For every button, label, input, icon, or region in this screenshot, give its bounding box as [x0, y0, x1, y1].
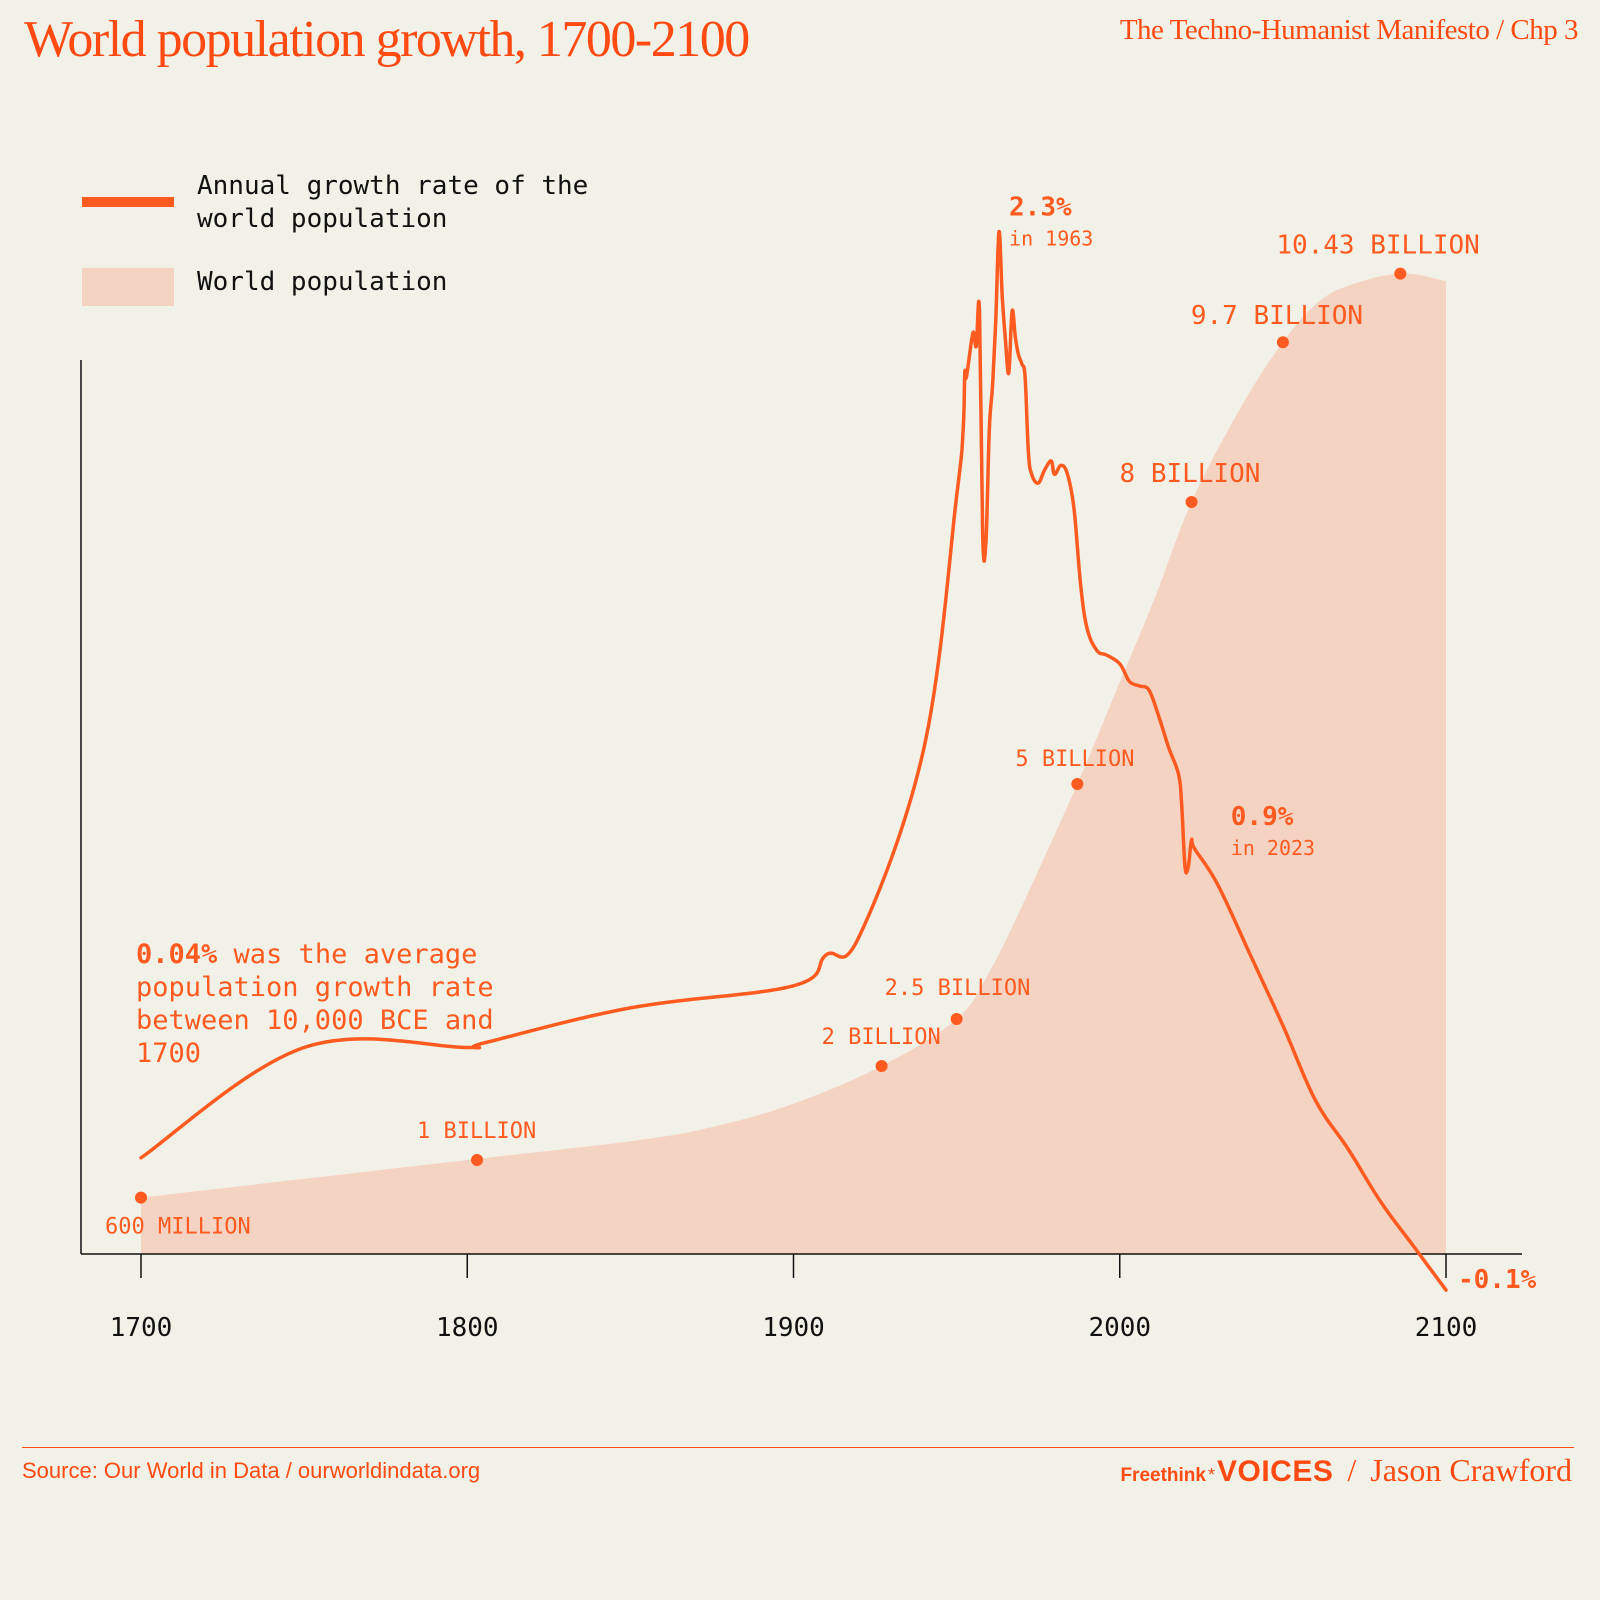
population-annotation-label: 9.7 BILLION	[1191, 301, 1363, 331]
source-credit: Source: Our World in Data / ourworldinda…	[22, 1458, 481, 1483]
population-point	[1071, 778, 1084, 790]
author-name: Jason Crawford	[1370, 1452, 1572, 1488]
population-annotation-label: 10.43 BILLION	[1276, 231, 1480, 261]
growth-annotation-value: 0.9%	[1231, 802, 1294, 832]
average-growth-text: was the average population growth rate b…	[136, 939, 494, 1069]
legend-swatch-population-area	[82, 268, 174, 306]
growth-annotation-year: in 2023	[1231, 836, 1315, 860]
average-growth-highlight: 0.04%	[136, 939, 218, 970]
brand-credit: Freethink * VOICES / Jason Crawford	[1120, 1452, 1572, 1489]
asterisk-icon: *	[1207, 1465, 1215, 1485]
page-title: World population growth, 1700-2100	[24, 11, 750, 68]
legend-swatch-growth-line	[82, 197, 174, 207]
population-point	[950, 1013, 963, 1025]
population-point	[135, 1191, 147, 1204]
population-point	[1394, 267, 1407, 280]
x-tick-label: 1900	[762, 1313, 825, 1343]
population-point	[1276, 336, 1289, 349]
x-tick-label: 2000	[1088, 1313, 1151, 1343]
footer-divider	[22, 1447, 1574, 1448]
x-tick-label: 1700	[110, 1313, 173, 1343]
average-growth-note: 0.04% was the average population growth …	[136, 938, 556, 1070]
book-chapter-subtitle: The Techno-Humanist Manifesto / Chp 3	[1119, 14, 1579, 46]
brand-prefix: Freethink	[1120, 1465, 1206, 1486]
population-point	[471, 1154, 484, 1166]
population-annotation-label: 1 BILLION	[417, 1119, 536, 1144]
growth-annotation-year: in 1963	[1009, 227, 1093, 251]
x-tick-label: 2100	[1415, 1313, 1478, 1343]
legend-label-growth: Annual growth rate of the world populati…	[197, 171, 589, 234]
brand-separator: /	[1347, 1452, 1357, 1488]
population-point	[1185, 496, 1198, 508]
population-annotation-label: 2 BILLION	[822, 1025, 941, 1050]
legend-label-population: World population	[197, 267, 448, 297]
population-annotation-label: 8 BILLION	[1120, 459, 1261, 489]
population-annotation-label: 5 BILLION	[1015, 747, 1134, 772]
population-point	[875, 1060, 888, 1072]
population-annotation-label: 2.5 BILLION	[885, 976, 1031, 1001]
growth-rate-line	[139, 229, 1448, 1292]
population-annotation-label: 600 MILLION	[105, 1215, 251, 1240]
population-area	[141, 273, 1446, 1255]
brand-logo: VOICES	[1217, 1455, 1334, 1488]
growth-annotation-value: 2.3%	[1009, 193, 1072, 223]
x-tick-label: 1800	[436, 1313, 499, 1343]
growth-annotation-value: -0.1%	[1458, 1265, 1537, 1295]
chart: 1700 1800 1900 2000 2100 2.3% in 1963 0.9% in 2…	[80, 193, 1537, 1343]
